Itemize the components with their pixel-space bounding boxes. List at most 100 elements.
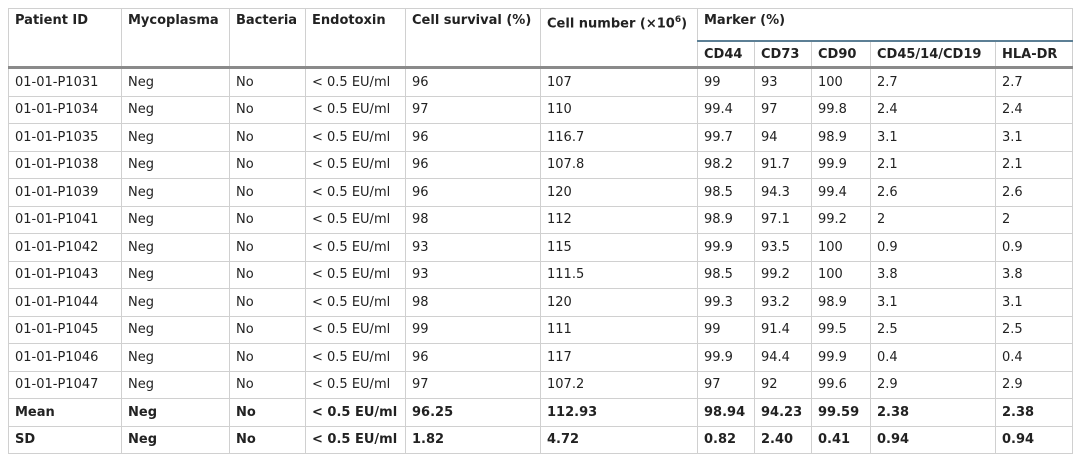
header-endotoxin: Endotoxin	[305, 8, 406, 68]
cell-mycoplasma: Neg	[121, 95, 230, 124]
cell-mycoplasma: Neg	[121, 150, 230, 179]
table-row: 01-01-P1047 Neg No < 0.5 EU/ml 97 107.2 97 92 99…	[8, 370, 1074, 399]
cell-cd90: 100	[811, 233, 871, 262]
cell-cd44: 99.3	[697, 288, 755, 317]
header-marker-group: Marker (%)	[696, 8, 1074, 42]
cell-cell-survival: 96.25	[405, 398, 541, 427]
cell-cd44: 98.5	[697, 178, 755, 207]
cell-patient-id: Mean	[8, 398, 122, 427]
cell-bacteria: No	[229, 205, 306, 234]
cell-endotoxin: < 0.5 EU/ml	[305, 150, 406, 179]
table-row: 01-01-P1035 Neg No < 0.5 EU/ml 96 116.7 99.7 94…	[8, 123, 1074, 152]
cell-cd44: 99	[697, 66, 755, 97]
cell-bacteria: No	[229, 288, 306, 317]
cell-cell-survival: 1.82	[405, 425, 541, 454]
cell-endotoxin: < 0.5 EU/ml	[305, 205, 406, 234]
cell-hla-dr: 3.1	[994, 123, 1074, 152]
cell-cd90: 98.9	[811, 123, 871, 152]
cell-cell-survival: 96	[405, 123, 541, 152]
cell-mycoplasma: Neg	[121, 260, 230, 289]
cell-cd73: 91.7	[754, 150, 812, 179]
cell-cell-number: 107.2	[540, 370, 698, 399]
cell-cell-number: 120	[540, 178, 698, 207]
cell-patient-id: 01-01-P1043	[8, 260, 122, 289]
cell-cell-number: 111.5	[540, 260, 698, 289]
cell-hla-dr: 2	[994, 205, 1074, 234]
cell-endotoxin: < 0.5 EU/ml	[305, 398, 406, 427]
table-row: 01-01-P1046 Neg No < 0.5 EU/ml 96 117 99.9 94.4…	[8, 343, 1074, 372]
cell-cd73: 97	[754, 95, 812, 124]
cell-mycoplasma: Neg	[121, 343, 230, 372]
cell-mycoplasma: Neg	[121, 178, 230, 207]
cell-cd73: 94.23	[754, 398, 812, 427]
cell-cd44: 99.9	[697, 343, 755, 372]
cell-cd73: 93	[754, 66, 812, 97]
cell-cd45-14-cd19: 0.9	[870, 233, 996, 262]
header-marker-cd44: CD44	[697, 40, 755, 68]
cell-bacteria: No	[229, 95, 306, 124]
cell-hla-dr: 0.4	[994, 343, 1074, 372]
cell-hla-dr: 3.8	[994, 260, 1074, 289]
cell-hla-dr: 2.38	[994, 398, 1074, 427]
cell-bacteria: No	[229, 425, 306, 454]
table-row: 01-01-P1042 Neg No < 0.5 EU/ml 93 115 99.9 93.5…	[8, 233, 1074, 262]
table-body: 01-01-P1031 Neg No < 0.5 EU/ml 96 107 99 93 100 2…	[8, 66, 1074, 454]
table-row: 01-01-P1038 Neg No < 0.5 EU/ml 96 107.8 98.2 91…	[8, 150, 1074, 179]
cell-cell-number: 115	[540, 233, 698, 262]
table-row: 01-01-P1043 Neg No < 0.5 EU/ml 93 111.5 98.5 99…	[8, 260, 1074, 289]
header-marker-cd45-14-cd19: CD45/14/CD19	[870, 40, 996, 68]
cell-bacteria: No	[229, 150, 306, 179]
cell-cd45-14-cd19: 3.8	[870, 260, 996, 289]
cell-cd45-14-cd19: 2.9	[870, 370, 996, 399]
cell-cell-survival: 96	[405, 150, 541, 179]
cell-bacteria: No	[229, 178, 306, 207]
header-cell-survival: Cell survival (%)	[405, 8, 541, 68]
cell-cd73: 2.40	[754, 425, 812, 454]
cell-cell-survival: 97	[405, 370, 541, 399]
cell-cell-survival: 97	[405, 95, 541, 124]
cell-cd90: 99.5	[811, 315, 871, 344]
cell-patient-id: 01-01-P1039	[8, 178, 122, 207]
header-cell-number-prefix: Cell number (×10	[547, 16, 675, 32]
cell-cd45-14-cd19: 2.7	[870, 66, 996, 97]
cell-cell-number: 112	[540, 205, 698, 234]
table-header: Patient ID Mycoplasma Bacteria Endotoxin…	[8, 8, 1074, 68]
data-table: Patient ID Mycoplasma Bacteria Endotoxin…	[8, 8, 1074, 454]
header-mycoplasma: Mycoplasma	[121, 8, 230, 68]
table-row: 01-01-P1044 Neg No < 0.5 EU/ml 98 120 99.3 93.2…	[8, 288, 1074, 317]
cell-patient-id: 01-01-P1046	[8, 343, 122, 372]
cell-patient-id: 01-01-P1042	[8, 233, 122, 262]
cell-cd73: 92	[754, 370, 812, 399]
cell-cd90: 99.9	[811, 343, 871, 372]
cell-endotoxin: < 0.5 EU/ml	[305, 288, 406, 317]
cell-cd45-14-cd19: 2.4	[870, 95, 996, 124]
cell-cd73: 94.4	[754, 343, 812, 372]
cell-cd45-14-cd19: 2	[870, 205, 996, 234]
cell-endotoxin: < 0.5 EU/ml	[305, 260, 406, 289]
cell-cd90: 99.2	[811, 205, 871, 234]
cell-mycoplasma: Neg	[121, 123, 230, 152]
cell-cell-survival: 99	[405, 315, 541, 344]
cell-cd73: 94.3	[754, 178, 812, 207]
cell-endotoxin: < 0.5 EU/ml	[305, 233, 406, 262]
cell-patient-id: 01-01-P1035	[8, 123, 122, 152]
table-row: Mean Neg No < 0.5 EU/ml 96.25 112.93 98.94 94.2…	[8, 398, 1074, 427]
cell-mycoplasma: Neg	[121, 398, 230, 427]
cell-cd90: 99.4	[811, 178, 871, 207]
cell-mycoplasma: Neg	[121, 288, 230, 317]
cell-endotoxin: < 0.5 EU/ml	[305, 425, 406, 454]
header-marker-cd73: CD73	[754, 40, 812, 68]
cell-cell-survival: 96	[405, 343, 541, 372]
cell-cd44: 98.5	[697, 260, 755, 289]
cell-cd90: 99.59	[811, 398, 871, 427]
cell-cell-survival: 98	[405, 205, 541, 234]
cell-cd44: 98.9	[697, 205, 755, 234]
table-row: 01-01-P1031 Neg No < 0.5 EU/ml 96 107 99 93 100 2…	[8, 66, 1074, 97]
cell-bacteria: No	[229, 66, 306, 97]
cell-patient-id: 01-01-P1031	[8, 66, 122, 97]
cell-cd45-14-cd19: 2.1	[870, 150, 996, 179]
cell-cd90: 99.9	[811, 150, 871, 179]
table-row: 01-01-P1045 Neg No < 0.5 EU/ml 99 111 99 91.4 99…	[8, 315, 1074, 344]
cell-endotoxin: < 0.5 EU/ml	[305, 370, 406, 399]
table-row: SD Neg No < 0.5 EU/ml 1.82 4.72 0.82 2.40 0.41 0.…	[8, 425, 1074, 454]
